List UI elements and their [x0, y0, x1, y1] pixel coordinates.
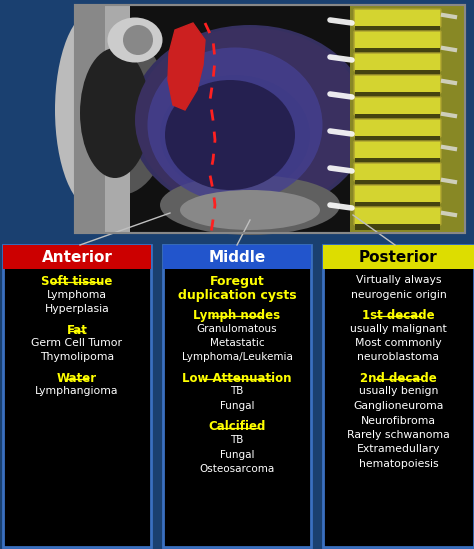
Ellipse shape: [160, 75, 310, 195]
FancyBboxPatch shape: [355, 48, 440, 54]
Ellipse shape: [130, 25, 370, 215]
Text: Low Attenuation: Low Attenuation: [182, 372, 292, 385]
FancyBboxPatch shape: [355, 224, 440, 230]
Ellipse shape: [55, 10, 135, 210]
FancyBboxPatch shape: [354, 141, 441, 159]
Text: Fungal: Fungal: [220, 401, 254, 411]
FancyBboxPatch shape: [355, 70, 440, 76]
Text: Neurofibroma: Neurofibroma: [361, 416, 436, 425]
FancyBboxPatch shape: [3, 245, 151, 547]
Polygon shape: [168, 23, 205, 110]
FancyBboxPatch shape: [354, 97, 441, 115]
Ellipse shape: [165, 80, 295, 190]
Ellipse shape: [160, 175, 340, 235]
Text: Lymphoma/Leukemia: Lymphoma/Leukemia: [182, 352, 292, 362]
Text: Water: Water: [57, 372, 97, 385]
Text: Ganglioneuroma: Ganglioneuroma: [353, 401, 444, 411]
Text: TB: TB: [230, 435, 244, 445]
FancyBboxPatch shape: [354, 207, 441, 225]
Ellipse shape: [123, 25, 153, 55]
Ellipse shape: [140, 43, 340, 203]
Text: Rarely schwanoma: Rarely schwanoma: [347, 430, 450, 440]
FancyBboxPatch shape: [355, 26, 440, 32]
Text: Calcified: Calcified: [208, 421, 266, 434]
Text: usually malignant: usually malignant: [350, 323, 447, 333]
Text: Hyperplasia: Hyperplasia: [45, 304, 109, 314]
Text: Foregut: Foregut: [210, 275, 264, 288]
Text: Middle: Middle: [209, 249, 265, 265]
FancyBboxPatch shape: [350, 5, 465, 233]
FancyBboxPatch shape: [163, 245, 311, 269]
FancyBboxPatch shape: [355, 92, 440, 98]
Text: Fungal: Fungal: [220, 450, 254, 460]
Text: TB: TB: [230, 386, 244, 396]
Text: Thymolipoma: Thymolipoma: [40, 352, 114, 362]
Text: duplication cysts: duplication cysts: [178, 289, 296, 302]
Ellipse shape: [80, 48, 150, 178]
FancyBboxPatch shape: [75, 5, 465, 233]
Text: Fat: Fat: [66, 323, 87, 337]
FancyBboxPatch shape: [355, 158, 440, 164]
FancyBboxPatch shape: [354, 53, 441, 71]
Ellipse shape: [70, 35, 170, 195]
FancyBboxPatch shape: [355, 180, 440, 186]
Text: neurogenic origin: neurogenic origin: [351, 289, 447, 300]
Ellipse shape: [135, 27, 365, 212]
FancyBboxPatch shape: [354, 31, 441, 49]
FancyBboxPatch shape: [354, 185, 441, 203]
FancyBboxPatch shape: [354, 119, 441, 137]
Text: Extramedullary: Extramedullary: [357, 445, 440, 455]
FancyBboxPatch shape: [323, 245, 474, 547]
Text: 2nd decade: 2nd decade: [360, 372, 437, 385]
FancyBboxPatch shape: [3, 245, 151, 269]
FancyBboxPatch shape: [163, 245, 311, 547]
Text: neuroblastoma: neuroblastoma: [357, 352, 439, 362]
Text: 1st decade: 1st decade: [362, 309, 435, 322]
FancyBboxPatch shape: [323, 245, 474, 269]
Text: Posterior: Posterior: [359, 249, 438, 265]
FancyBboxPatch shape: [75, 5, 130, 233]
Text: hematopoiesis: hematopoiesis: [359, 459, 438, 469]
FancyBboxPatch shape: [75, 5, 105, 233]
Text: Lymphangioma: Lymphangioma: [35, 386, 119, 396]
FancyBboxPatch shape: [355, 202, 440, 208]
Text: Virtually always: Virtually always: [356, 275, 441, 285]
Ellipse shape: [147, 48, 322, 203]
Text: Osteosarcoma: Osteosarcoma: [200, 464, 274, 474]
Text: Most commonly: Most commonly: [355, 338, 442, 348]
Text: Granulomatous: Granulomatous: [197, 323, 277, 333]
Text: Lymph nodes: Lymph nodes: [193, 309, 281, 322]
Text: Metastatic: Metastatic: [210, 338, 264, 348]
FancyBboxPatch shape: [354, 9, 441, 27]
Text: Anterior: Anterior: [42, 249, 112, 265]
FancyBboxPatch shape: [355, 114, 440, 120]
Text: usually benign: usually benign: [359, 386, 438, 396]
Ellipse shape: [180, 190, 320, 230]
Text: Germ Cell Tumor: Germ Cell Tumor: [31, 338, 122, 348]
FancyBboxPatch shape: [354, 75, 441, 93]
Text: Lymphoma: Lymphoma: [47, 289, 107, 300]
Text: Soft tissue: Soft tissue: [41, 275, 113, 288]
Ellipse shape: [108, 18, 163, 63]
FancyBboxPatch shape: [355, 136, 440, 142]
FancyBboxPatch shape: [354, 163, 441, 181]
